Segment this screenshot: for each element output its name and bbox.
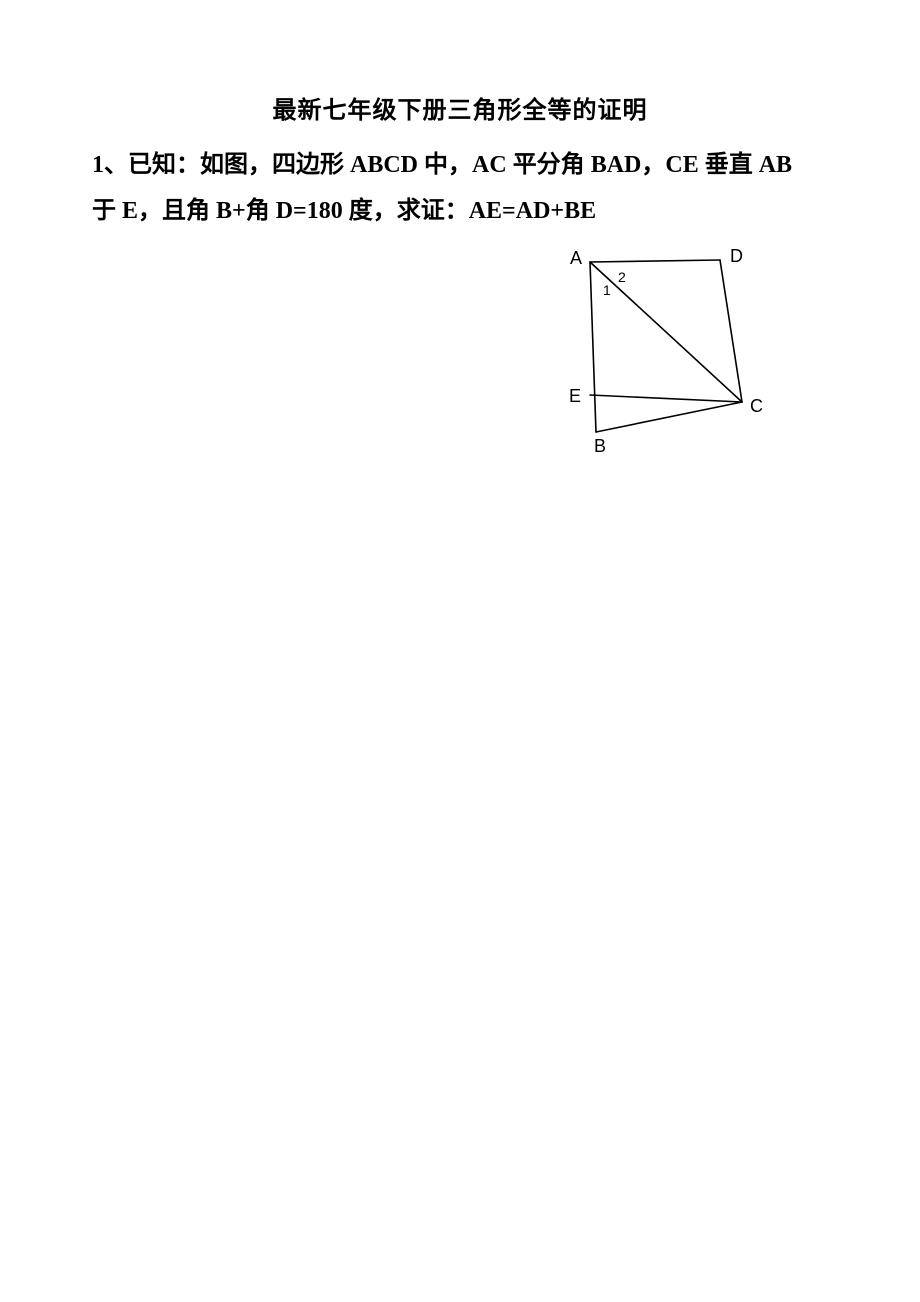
figure-edge <box>720 260 742 402</box>
text-segment: 垂直 <box>699 152 759 178</box>
d-eq-label: D=180 <box>276 198 343 224</box>
text-segment: 中， <box>418 152 472 178</box>
page-title: 最新七年级下册三角形全等的证明 <box>92 90 828 125</box>
figure-edge <box>590 262 596 432</box>
problem-number: 1 <box>92 152 104 178</box>
ce-label: CE <box>665 152 698 178</box>
problem-statement: 1、已知：如图，四边形 ABCD 中，AC 平分角 BAD，CE 垂直 AB 于… <box>92 143 828 234</box>
text-segment: ， <box>641 152 665 178</box>
text-segment: ，且角 <box>138 198 216 224</box>
figure-label: D <box>730 246 743 266</box>
figure-label: B <box>594 436 606 456</box>
figure-edge <box>590 260 720 262</box>
bad-label: BAD <box>591 152 642 178</box>
e-label: E <box>122 198 138 224</box>
figure-label: C <box>750 396 763 416</box>
text-segment: 平分角 <box>507 152 591 178</box>
figure-edge <box>596 402 742 432</box>
figure-label: A <box>570 248 582 268</box>
figure-label: 2 <box>618 269 626 285</box>
ac-label: AC <box>472 152 507 178</box>
figure-edge <box>590 262 742 402</box>
figure-label: 1 <box>603 282 611 298</box>
text-segment: 于 <box>92 198 122 224</box>
abcd-label: ABCD <box>350 152 418 178</box>
geometry-figure: A D C E B 12 <box>550 240 770 470</box>
b-plus-label: B+ <box>216 198 246 224</box>
figure-container: A D C E B 12 <box>92 240 828 470</box>
page: 最新七年级下册三角形全等的证明 1、已知：如图，四边形 ABCD 中，AC 平分… <box>0 0 920 1302</box>
prove-expression: AE=AD+BE <box>469 198 596 224</box>
figure-label: E <box>569 386 581 406</box>
text-segment: 角 <box>246 198 276 224</box>
text-segment: 度，求证： <box>343 198 469 224</box>
ab-label: AB <box>759 152 792 178</box>
figure-edge <box>590 395 742 402</box>
text-segment: 、已知：如图，四边形 <box>104 152 350 178</box>
